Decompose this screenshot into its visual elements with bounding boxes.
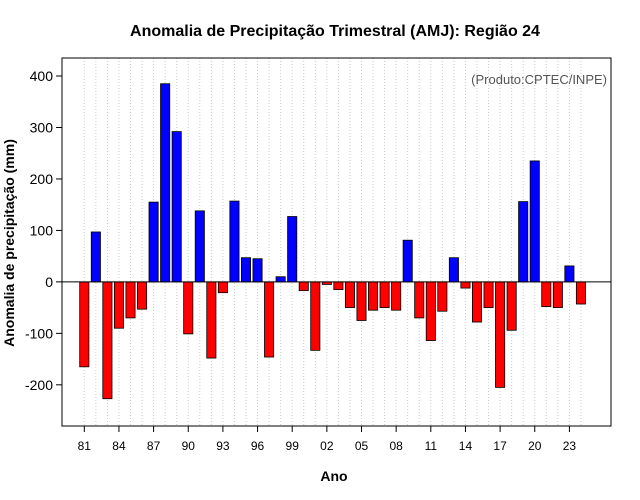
bar-2024: [575, 281, 586, 305]
x-tick-label: 23: [563, 439, 577, 453]
bar-1981: [79, 281, 90, 368]
bar-2013: [448, 257, 459, 283]
bar-1996: [252, 258, 263, 283]
bar-1987: [148, 201, 159, 283]
bar-2016: [483, 281, 494, 309]
x-tick-label: 93: [216, 439, 230, 453]
y-axis: -200 -100 0 100 200 300 400: [25, 68, 62, 393]
bar-2001: [310, 281, 321, 351]
x-tick-label: 81: [78, 439, 92, 453]
bar-2012: [437, 281, 448, 312]
bar-2007: [379, 281, 390, 309]
bar-1998: [275, 276, 286, 283]
x-tick-label: 87: [147, 439, 161, 453]
bar-2004: [344, 281, 355, 309]
x-tick-label: 05: [355, 439, 369, 453]
bar-2010: [414, 281, 425, 319]
grid-lines: [83, 58, 582, 426]
source-annotation: (Produto:CPTEC/INPE): [471, 72, 607, 87]
y-tick-label: -100: [25, 325, 53, 341]
y-tick-label: 200: [30, 171, 54, 187]
bar-2023: [564, 265, 575, 283]
y-tick-label: 0: [45, 274, 53, 290]
bar-2003: [333, 281, 344, 291]
chart-title: Anomalia de Precipitação Trimestral (AMJ…: [130, 23, 540, 40]
y-tick-label: 400: [30, 68, 54, 84]
bar-2000: [298, 281, 309, 292]
bar-2009: [402, 239, 413, 283]
x-tick-label: 90: [182, 439, 196, 453]
y-tick-label: 300: [30, 119, 54, 135]
bar-2020: [529, 160, 540, 283]
bar-1982: [90, 231, 101, 283]
bar-1989: [171, 131, 182, 283]
bar-1990: [183, 281, 194, 335]
bar-2014: [460, 281, 471, 289]
bar-1991: [194, 210, 205, 283]
bar-2006: [368, 281, 379, 311]
y-tick-label: 100: [30, 222, 54, 238]
bar-2022: [552, 281, 563, 309]
bar-2021: [541, 281, 552, 307]
y-axis-label: Anomalia de precipitação (mm): [1, 139, 17, 347]
bar-2017: [495, 281, 506, 388]
bar-1985: [125, 281, 136, 319]
x-axis: 81 84 87 90 93 96 99 02 05 08 11 14 17 20 23: [78, 426, 577, 453]
bar-2011: [425, 281, 436, 341]
bar-1988: [160, 83, 171, 283]
x-tick-label: 84: [112, 439, 126, 453]
x-tick-label: 14: [459, 439, 473, 453]
plot-frame: [61, 57, 612, 427]
x-tick-label: 17: [493, 439, 507, 453]
bar-1992: [206, 281, 217, 359]
bars: [79, 83, 586, 400]
y-tick-label: -200: [25, 377, 53, 393]
bar-1986: [137, 281, 148, 310]
x-axis-label: Ano: [320, 468, 347, 484]
bar-2018: [506, 281, 517, 331]
bar-1994: [229, 200, 240, 283]
x-tick-label: 08: [389, 439, 403, 453]
bar-2015: [471, 281, 482, 323]
bar-1999: [287, 216, 298, 283]
x-tick-label: 20: [528, 439, 542, 453]
bar-2005: [356, 281, 367, 321]
bar-1997: [264, 281, 275, 358]
x-tick-label: 99: [286, 439, 300, 453]
bar-1993: [217, 281, 228, 294]
x-tick-label: 02: [320, 439, 334, 453]
bar-1995: [240, 257, 251, 283]
bar-2008: [391, 281, 402, 311]
bar-1983: [102, 281, 113, 400]
bar-1984: [113, 281, 124, 329]
bar-2019: [518, 201, 529, 283]
x-tick-label: 11: [425, 439, 438, 453]
x-tick-label: 96: [251, 439, 265, 453]
